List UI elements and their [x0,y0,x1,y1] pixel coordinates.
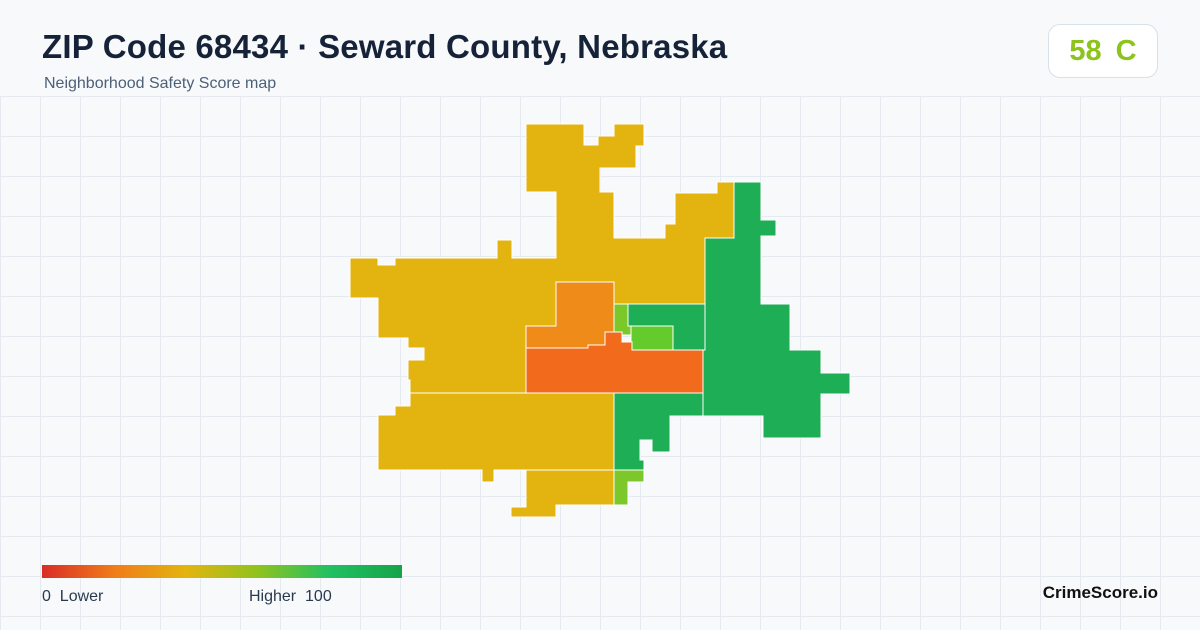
map-region-south-east-area[interactable] [613,392,704,471]
map-region-south-central-area[interactable] [510,469,615,518]
legend-max-label: Higher 100 [249,588,332,605]
page-title: ZIP Code 68434 · Seward County, Nebraska [42,28,728,65]
page-subtitle: Neighborhood Safety Score map [44,75,277,92]
score-badge: 58 C [1048,24,1158,78]
map-region-south-west-area[interactable] [377,392,615,483]
score-value: 58 [1069,34,1102,67]
legend-min-label: 0 Lower [42,588,104,605]
legend-gradient-bar [42,565,402,578]
header: ZIP Code 68434 · Seward County, Nebraska… [0,0,1200,96]
map-svg [349,123,851,518]
safety-map[interactable] [0,96,1200,526]
score-grade: C [1115,34,1137,67]
brand-logo-text[interactable]: CrimeScore.io [1042,583,1158,602]
map-region-east-area[interactable] [702,181,851,439]
map-region-north-central-small-area[interactable] [630,325,674,351]
map-region-south-small-area[interactable] [613,469,645,506]
